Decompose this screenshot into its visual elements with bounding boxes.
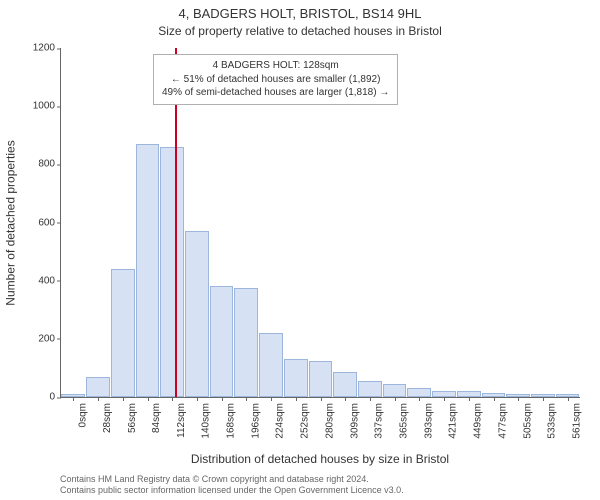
annotation-line: 49% of semi-detached houses are larger (… [162, 86, 389, 100]
y-tick: 600 [38, 217, 61, 228]
histogram-bar [259, 333, 283, 397]
x-tick-mark [370, 397, 371, 401]
y-tick: 0 [49, 392, 61, 403]
x-tick-mark [148, 397, 149, 401]
x-tick-mark [73, 397, 74, 401]
y-tick: 200 [38, 333, 61, 344]
x-tick-mark [419, 397, 420, 401]
histogram-bar [234, 288, 258, 397]
histogram-bar [358, 381, 382, 397]
plot-area: 4 BADGERS HOLT: 128sqm← 51% of detached … [60, 48, 580, 398]
histogram-bar [185, 231, 209, 397]
x-tick-mark [494, 397, 495, 401]
chart-subtitle: Size of property relative to detached ho… [0, 24, 600, 38]
property-size-histogram: 4, BADGERS HOLT, BRISTOL, BS14 9HL Size … [0, 0, 600, 500]
x-tick-mark [98, 397, 99, 401]
x-axis-label: Distribution of detached houses by size … [60, 452, 580, 466]
x-tick-mark [271, 397, 272, 401]
x-tick-mark [543, 397, 544, 401]
x-tick-mark [518, 397, 519, 401]
chart-title: 4, BADGERS HOLT, BRISTOL, BS14 9HL [0, 6, 600, 21]
histogram-bar [333, 372, 357, 397]
histogram-bar [86, 377, 110, 397]
histogram-bar [210, 286, 234, 397]
histogram-bar [407, 388, 431, 397]
license-line-2: Contains public sector information licen… [60, 485, 580, 496]
x-tick-mark [222, 397, 223, 401]
x-tick-mark [345, 397, 346, 401]
x-tick-mark [395, 397, 396, 401]
x-tick-mark [246, 397, 247, 401]
y-tick: 1000 [33, 101, 61, 112]
histogram-bar [383, 384, 407, 397]
histogram-bar [160, 147, 184, 397]
x-tick-mark [123, 397, 124, 401]
y-tick: 400 [38, 275, 61, 286]
x-tick-mark [321, 397, 322, 401]
annotation-box: 4 BADGERS HOLT: 128sqm← 51% of detached … [153, 54, 398, 105]
x-tick-mark [568, 397, 569, 401]
annotation-line: 4 BADGERS HOLT: 128sqm [162, 59, 389, 73]
annotation-line: ← 51% of detached houses are smaller (1,… [162, 73, 389, 87]
x-tick-mark [172, 397, 173, 401]
license-text: Contains HM Land Registry data © Crown c… [60, 474, 580, 497]
histogram-bar [136, 144, 160, 397]
histogram-bar [284, 359, 308, 397]
license-line-1: Contains HM Land Registry data © Crown c… [60, 474, 580, 485]
x-tick-mark [469, 397, 470, 401]
x-tick-mark [197, 397, 198, 401]
histogram-bar [309, 361, 333, 397]
y-tick: 800 [38, 159, 61, 170]
histogram-bar [111, 269, 135, 397]
y-axis-label: Number of detached properties [4, 48, 18, 398]
y-tick: 1200 [33, 43, 61, 54]
x-tick-mark [296, 397, 297, 401]
x-tick-mark [444, 397, 445, 401]
